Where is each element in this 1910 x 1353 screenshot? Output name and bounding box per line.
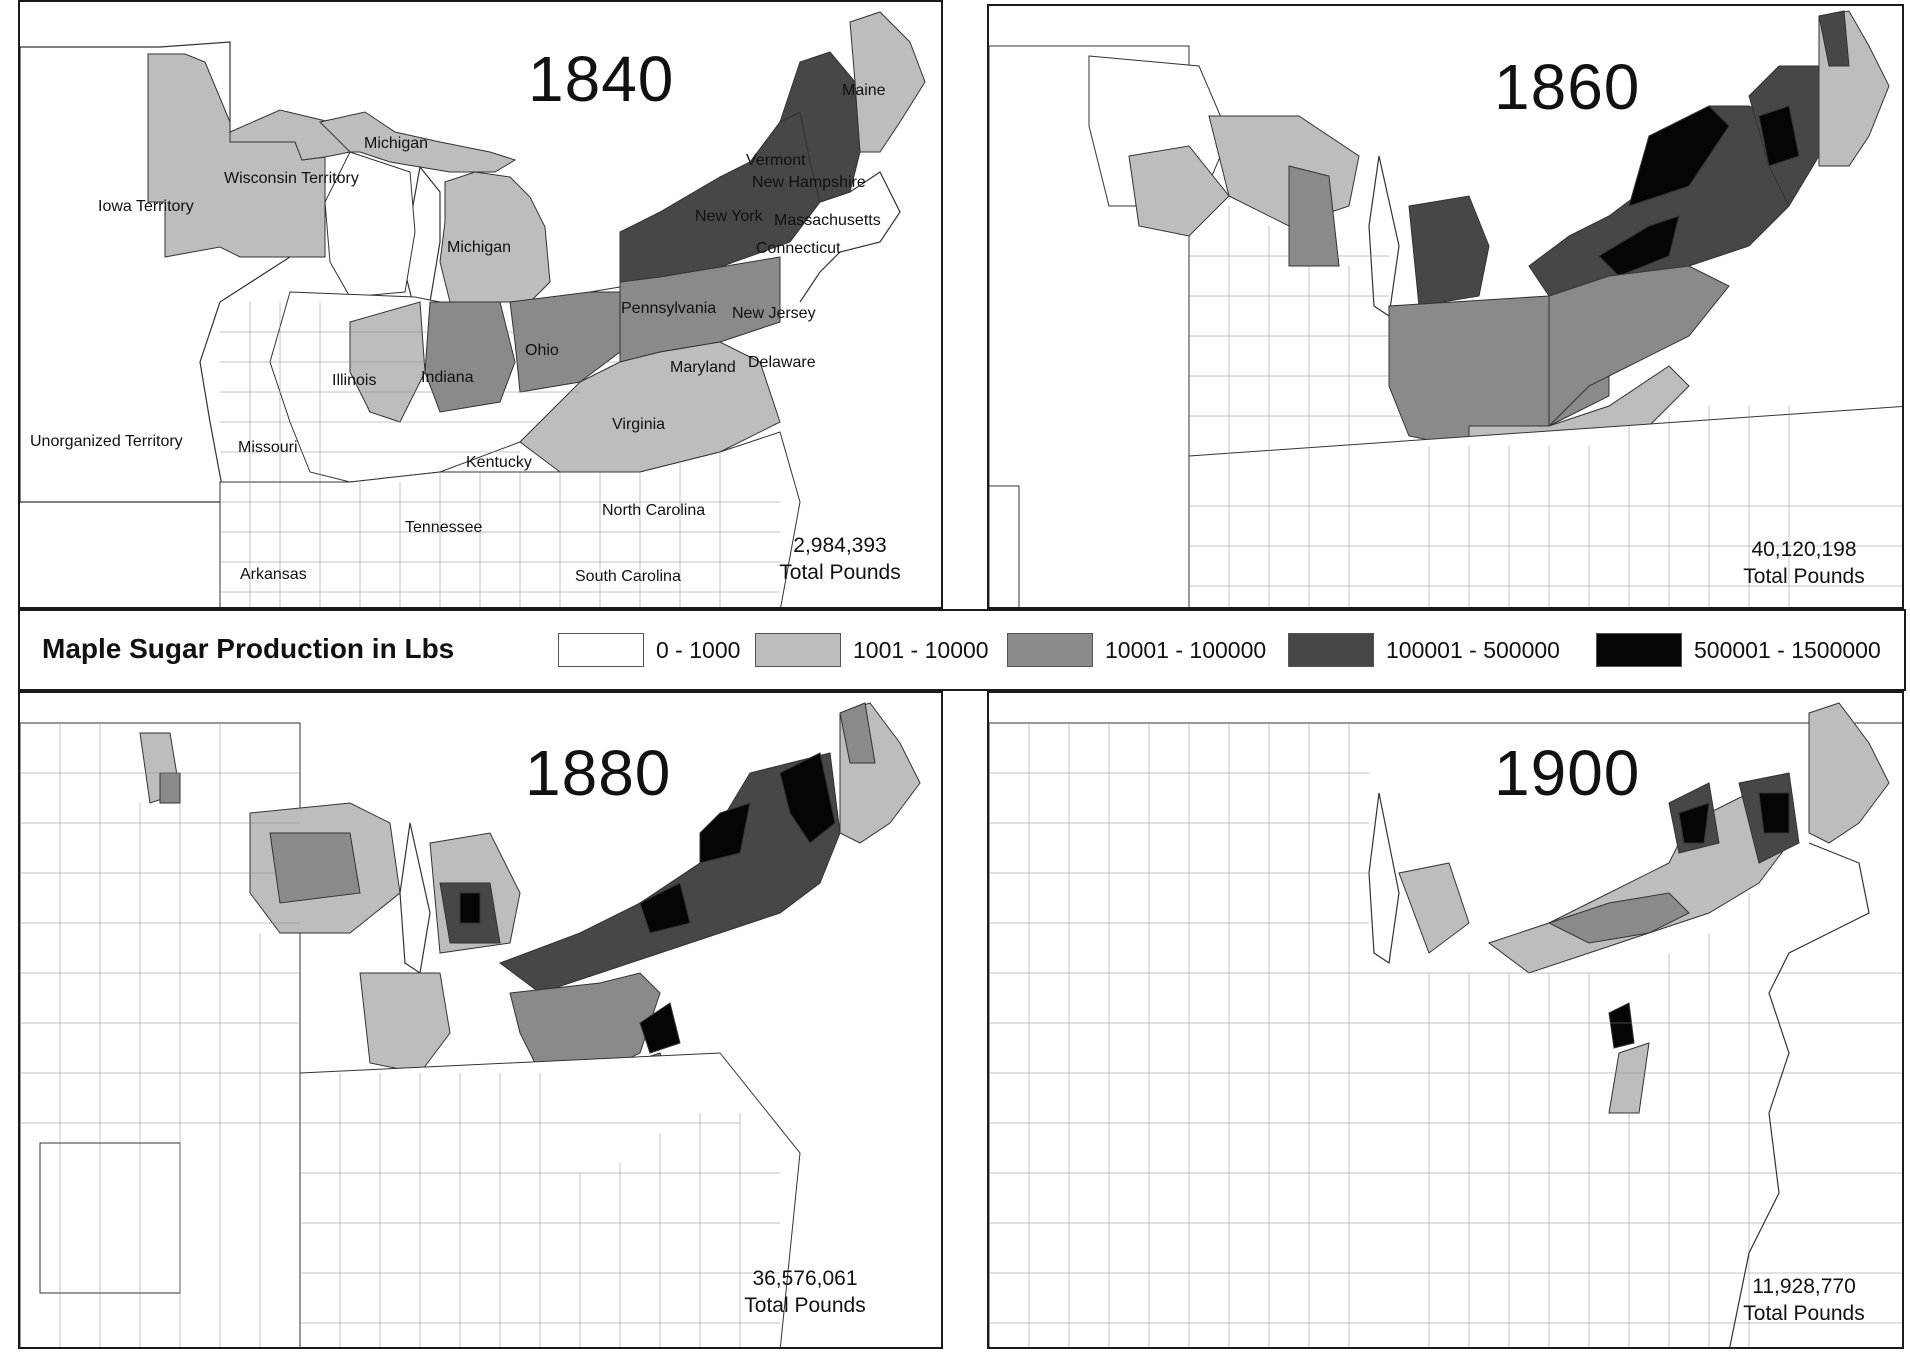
state-label: Pennsylvania	[621, 300, 717, 317]
state-label: South Carolina	[575, 568, 681, 585]
county-map-1840	[20, 11, 926, 607]
state-label: Indiana	[421, 369, 474, 386]
county-map-1900	[989, 702, 1902, 1347]
total-label: Total Pounds	[779, 561, 901, 584]
state-label: Connecticut	[756, 240, 841, 257]
total-pounds: 36,576,061 Total Pounds	[725, 1265, 885, 1319]
total-pounds: 11,928,770 Total Pounds	[1724, 1273, 1884, 1327]
legend-swatch	[1007, 633, 1093, 667]
state-label: Iowa Territory	[98, 198, 194, 215]
legend-swatch	[1288, 633, 1374, 667]
total-value: 11,928,770	[1752, 1275, 1856, 1298]
map-panel-1860: 1860 40,120,198 Total Pounds	[987, 4, 1904, 609]
total-pounds: 2,984,393 Total Pounds	[760, 532, 920, 586]
total-label: Total Pounds	[744, 1294, 866, 1317]
total-label: Total Pounds	[1743, 1302, 1865, 1325]
state-label: Massachusetts	[774, 212, 881, 229]
map-panel-1880: 1880 36,576,061 Total Pounds	[18, 691, 943, 1349]
total-value: 2,984,393	[793, 534, 887, 557]
county-map-1860	[989, 10, 1902, 607]
state-label: Delaware	[748, 354, 816, 371]
state-label: Kentucky	[466, 454, 532, 471]
legend: Maple Sugar Production in Lbs 0 - 1000 1…	[18, 609, 1906, 691]
map-panel-1900: 1900 11,928,770 Total Pounds	[987, 691, 1904, 1349]
county-map-1880	[20, 702, 921, 1347]
year-label: 1840	[528, 43, 675, 115]
legend-label: 0 - 1000	[656, 637, 741, 663]
legend-label: 1001 - 10000	[853, 637, 989, 663]
state-label: Maryland	[670, 359, 736, 376]
legend-item: 500001 - 1500000	[1596, 633, 1896, 669]
legend-item: 10001 - 100000	[1007, 633, 1287, 669]
total-value: 36,576,061	[752, 1267, 858, 1290]
state-label: Michigan	[364, 135, 429, 152]
total-pounds: 40,120,198 Total Pounds	[1724, 536, 1884, 590]
legend-label: 100001 - 500000	[1386, 637, 1560, 663]
legend-swatch	[1596, 633, 1682, 667]
map-panel-1840: 1840 2,984,393 Total Pounds Maine Michig…	[18, 0, 943, 609]
state-label: New Hampshire	[752, 174, 866, 191]
state-label: Ohio	[525, 342, 559, 359]
state-label: New Jersey	[732, 305, 816, 322]
legend-label: 500001 - 1500000	[1694, 637, 1881, 663]
state-label: North Carolina	[602, 502, 706, 519]
year-label: 1860	[1494, 51, 1641, 123]
legend-swatch	[755, 633, 841, 667]
state-label: Illinois	[332, 372, 377, 389]
state-label: Tennessee	[405, 519, 483, 536]
legend-item: 1001 - 10000	[755, 633, 1015, 669]
state-label: Maine	[842, 82, 886, 99]
state-label: Arkansas	[240, 566, 307, 583]
legend-swatch	[558, 633, 644, 667]
state-label: Vermont	[746, 152, 806, 169]
state-label: Michigan	[447, 239, 512, 256]
state-label: Missouri	[238, 439, 298, 456]
legend-label: 10001 - 100000	[1105, 637, 1267, 663]
state-label: Virginia	[612, 416, 666, 433]
total-value: 40,120,198	[1751, 538, 1857, 561]
state-label: New York	[695, 208, 763, 225]
legend-title: Maple Sugar Production in Lbs	[42, 633, 455, 664]
year-label: 1900	[1494, 737, 1641, 809]
year-label: 1880	[525, 737, 672, 809]
legend-item: 100001 - 500000	[1288, 633, 1578, 669]
total-label: Total Pounds	[1743, 565, 1865, 588]
legend-item: 0 - 1000	[558, 633, 808, 669]
state-label: Wisconsin Territory	[224, 170, 359, 187]
state-label: Unorganized Territory	[30, 433, 183, 450]
